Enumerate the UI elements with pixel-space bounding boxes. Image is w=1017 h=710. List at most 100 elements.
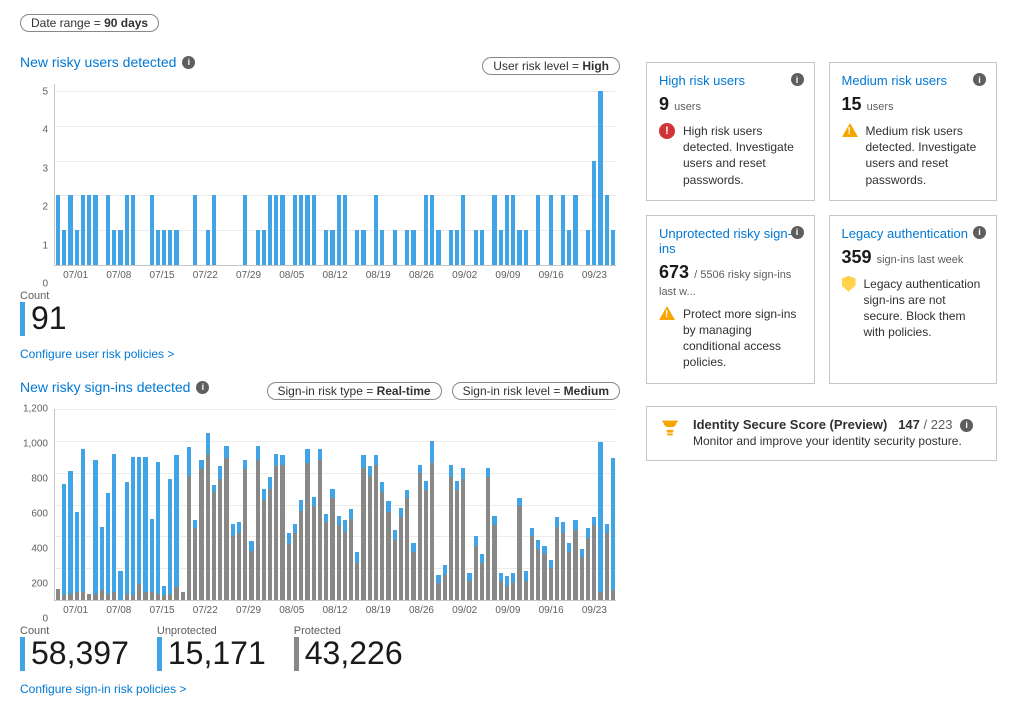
bar: [405, 230, 409, 265]
info-icon[interactable]: i: [182, 56, 195, 69]
risky-signins-chart: 02004006008001,0001,20007/0107/0807/1507…: [20, 409, 620, 619]
bar: [243, 195, 247, 265]
signin-risk-type-filter[interactable]: Sign-in risk type = Real-time: [267, 382, 442, 400]
card-sub: sign-ins last week: [874, 254, 964, 266]
stacked-bar: [499, 409, 503, 600]
accent-bar: [20, 302, 25, 336]
bar: [536, 195, 540, 265]
warning-icon: [842, 123, 858, 137]
bar: [256, 230, 260, 265]
configure-user-risk-link[interactable]: Configure user risk policies >: [20, 347, 174, 361]
bar: [131, 195, 135, 265]
bar: [75, 230, 79, 265]
card-value: 673: [659, 262, 689, 282]
bar: [337, 195, 341, 265]
info-icon[interactable]: i: [196, 381, 209, 394]
bar: [461, 195, 465, 265]
stacked-bar: [112, 409, 116, 600]
bar: [112, 230, 116, 265]
bar: [605, 195, 609, 265]
configure-signin-risk-link[interactable]: Configure sign-in risk policies >: [20, 682, 186, 696]
stacked-bar: [567, 409, 571, 600]
stacked-bar: [511, 409, 515, 600]
chart2-title: New risky sign-ins detected: [20, 379, 190, 395]
stacked-bar: [56, 409, 60, 600]
warning-icon: [659, 306, 675, 320]
stacked-bar: [93, 409, 97, 600]
summary-card[interactable]: High risk usersi9 users!High risk users …: [646, 62, 815, 201]
bar: [355, 230, 359, 265]
bar: [499, 230, 503, 265]
trophy-icon: [659, 417, 681, 439]
bar: [106, 195, 110, 265]
metric-count: Count 91: [20, 290, 67, 337]
bar: [374, 195, 378, 265]
stacked-bar: [542, 409, 546, 600]
stacked-bar: [75, 409, 79, 600]
date-range-label: Date range: [31, 16, 90, 30]
stacked-bar: [318, 409, 322, 600]
bar: [168, 230, 172, 265]
stacked-bar: [156, 409, 160, 600]
stacked-bar: [474, 409, 478, 600]
bar: [517, 230, 521, 265]
stacked-bar: [436, 409, 440, 600]
bar: [592, 161, 596, 265]
bar: [524, 230, 528, 265]
info-icon[interactable]: i: [791, 73, 804, 86]
stacked-bar: [349, 409, 353, 600]
summary-card[interactable]: Unprotected risky sign-insi673 / 5506 ri…: [646, 215, 815, 384]
stacked-bar: [187, 409, 191, 600]
summary-card[interactable]: Legacy authenticationi359 sign-ins last …: [829, 215, 998, 384]
info-icon[interactable]: i: [960, 419, 973, 432]
identity-secure-score-card[interactable]: Identity Secure Score (Preview) 147 / 22…: [646, 406, 997, 461]
stacked-bar: [611, 409, 615, 600]
metric-unprotected: Unprotected15,171: [157, 625, 266, 672]
bar: [380, 230, 384, 265]
bar: [299, 195, 303, 265]
bar: [125, 195, 129, 265]
bar: [480, 230, 484, 265]
bar: [343, 195, 347, 265]
stacked-bar: [237, 409, 241, 600]
stacked-bar: [430, 409, 434, 600]
bar: [118, 230, 122, 265]
signin-risk-level-filter[interactable]: Sign-in risk level = Medium: [452, 382, 620, 400]
bar: [280, 195, 284, 265]
bar: [573, 195, 577, 265]
stacked-bar: [536, 409, 540, 600]
stacked-bar: [106, 409, 110, 600]
stacked-bar: [268, 409, 272, 600]
stacked-bar: [231, 409, 235, 600]
info-icon[interactable]: i: [973, 226, 986, 239]
bar: [81, 195, 85, 265]
stacked-bar: [118, 409, 122, 600]
card-body: Medium risk users detected. Investigate …: [866, 123, 985, 188]
stacked-bar: [530, 409, 534, 600]
bar: [474, 230, 478, 265]
bar: [262, 230, 266, 265]
bar: [293, 195, 297, 265]
bar: [324, 230, 328, 265]
card-title: Medium risk users: [842, 73, 985, 88]
bar: [424, 195, 428, 265]
user-risk-level-filter[interactable]: User risk level = High: [482, 57, 620, 75]
stacked-bar: [374, 409, 378, 600]
bar: [174, 230, 178, 265]
stacked-bar: [249, 409, 253, 600]
accent-bar: [157, 637, 162, 671]
info-icon[interactable]: i: [791, 226, 804, 239]
score-title: Identity Secure Score (Preview): [693, 417, 887, 432]
stacked-bar: [486, 409, 490, 600]
card-title: High risk users: [659, 73, 802, 88]
stacked-bar: [287, 409, 291, 600]
stacked-bar: [343, 409, 347, 600]
date-range-filter[interactable]: Date range = 90 days: [20, 14, 159, 32]
stacked-bar: [592, 409, 596, 600]
bar: [268, 195, 272, 265]
stacked-bar: [87, 409, 91, 600]
summary-card[interactable]: Medium risk usersi15 usersMedium risk us…: [829, 62, 998, 201]
info-icon[interactable]: i: [973, 73, 986, 86]
stacked-bar: [137, 409, 141, 600]
score-desc: Monitor and improve your identity securi…: [693, 434, 973, 448]
